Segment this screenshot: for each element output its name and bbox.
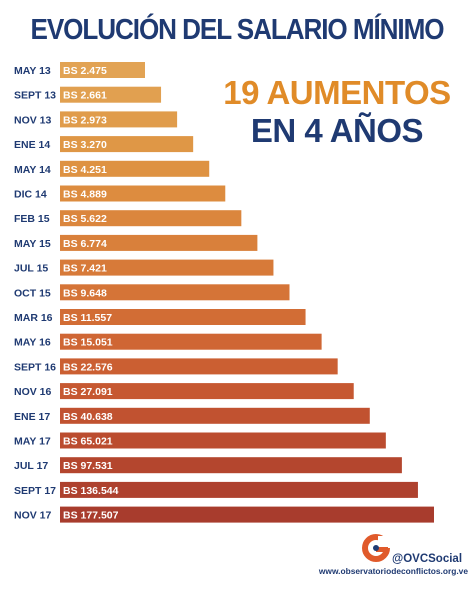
bar <box>60 481 418 498</box>
value-label: BS 2.661 <box>63 90 107 102</box>
headline-line-2: EN 4 AÑOS <box>250 112 424 149</box>
bar <box>60 234 258 251</box>
category-label: ENE 17 <box>14 411 50 423</box>
category-label: FEB 15 <box>14 213 50 225</box>
category-label: JUL 17 <box>14 460 48 472</box>
headline-line-1: 19 AUMENTOS <box>223 74 451 111</box>
bar <box>60 383 354 400</box>
category-label: SEPT 16 <box>14 361 56 373</box>
category-label: MAY 14 <box>14 164 51 176</box>
website-url: www.observatoriodeconflictos.org.ve <box>318 566 468 576</box>
chart-title: EVOLUCIÓN DEL SALARIO MÍNIMO <box>30 14 444 46</box>
bar <box>60 86 162 103</box>
bar <box>60 358 338 375</box>
bar <box>60 185 226 202</box>
bar <box>60 333 322 350</box>
category-label: ENE 14 <box>14 139 50 151</box>
category-label: MAY 17 <box>14 436 51 448</box>
value-label: BS 2.973 <box>63 114 107 126</box>
bar <box>60 160 210 177</box>
category-label: MAY 16 <box>14 337 51 349</box>
category-label: JUL 15 <box>14 263 48 275</box>
category-label: SEPT 13 <box>14 90 56 102</box>
social-handle: @OVCSocial <box>392 553 463 565</box>
value-label: BS 65.021 <box>63 436 113 448</box>
value-label: BS 27.091 <box>63 386 113 398</box>
bar <box>60 259 274 276</box>
category-label: NOV 16 <box>14 386 52 398</box>
value-label: BS 2.475 <box>63 65 107 77</box>
value-label: BS 11.557 <box>63 312 112 324</box>
ovc-logo-icon <box>362 534 390 562</box>
category-label: OCT 15 <box>14 287 51 299</box>
category-label: DIC 14 <box>14 189 47 201</box>
category-label: NOV 17 <box>14 510 52 522</box>
category-label: SEPT 17 <box>14 485 56 497</box>
bar <box>60 136 194 153</box>
value-label: BS 9.648 <box>63 287 107 299</box>
bar <box>60 506 434 523</box>
value-label: BS 97.531 <box>63 460 113 472</box>
value-label: BS 15.051 <box>63 337 113 349</box>
bar <box>60 309 306 325</box>
value-label: BS 22.576 <box>63 361 113 373</box>
headline: 19 AUMENTOS EN 4 AÑOS <box>200 74 474 150</box>
bar <box>60 210 242 227</box>
value-label: BS 136.544 <box>63 485 119 497</box>
value-label: BS 6.774 <box>63 238 107 250</box>
value-label: BS 3.270 <box>63 139 107 151</box>
bar <box>60 432 386 449</box>
value-label: BS 5.622 <box>63 213 107 225</box>
category-label: MAY 13 <box>14 65 51 77</box>
bar <box>60 111 178 128</box>
value-label: BS 177.507 <box>63 510 119 522</box>
brand-block: @OVCSocial <box>362 533 474 575</box>
bar <box>60 284 290 301</box>
value-label: BS 40.638 <box>63 411 113 423</box>
category-label: MAR 16 <box>14 312 53 324</box>
category-label: MAY 15 <box>14 238 51 250</box>
bar <box>60 62 145 78</box>
bar <box>60 407 370 424</box>
category-label: NOV 13 <box>14 114 52 126</box>
value-label: BS 7.421 <box>63 263 107 275</box>
value-label: BS 4.251 <box>63 164 107 176</box>
value-label: BS 4.889 <box>63 189 107 201</box>
bar <box>60 457 402 474</box>
